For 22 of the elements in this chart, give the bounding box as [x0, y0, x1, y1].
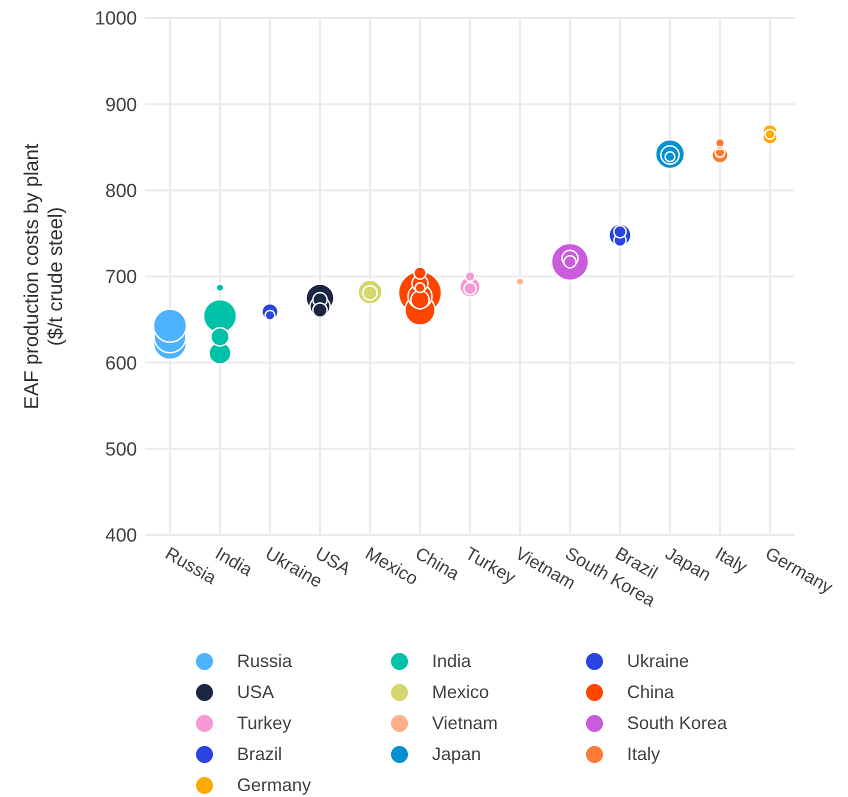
y-axis-title: EAF production costs by plant ($/t crude steel) — [21, 143, 67, 410]
legend-label: China — [627, 682, 674, 703]
legend-label: India — [432, 651, 472, 672]
y-tick-label: 500 — [105, 440, 137, 461]
legend-label: Germany — [237, 775, 312, 796]
legend-label: Italy — [627, 744, 660, 765]
legend-label: Japan — [432, 744, 482, 765]
x-tick-label: Italy — [712, 543, 751, 577]
legend-label: Ukraine — [627, 651, 690, 672]
y-tick-label: 600 — [105, 353, 137, 374]
legend-label: Mexico — [432, 682, 490, 703]
legend-label: USA — [237, 682, 274, 703]
legend-label: Vietnam — [432, 713, 498, 734]
y-tick-label: 800 — [105, 181, 137, 202]
y-tick-label: 1000 — [94, 8, 137, 30]
y-tick-label: 400 — [105, 526, 137, 547]
legend-label: South Korea — [627, 713, 728, 734]
y-tick-label: 900 — [105, 94, 137, 116]
legend-label: Russia — [237, 651, 292, 672]
y-tick-label: 700 — [105, 267, 137, 288]
legend-label: Turkey — [237, 713, 292, 734]
legend-label: Brazil — [237, 744, 282, 765]
